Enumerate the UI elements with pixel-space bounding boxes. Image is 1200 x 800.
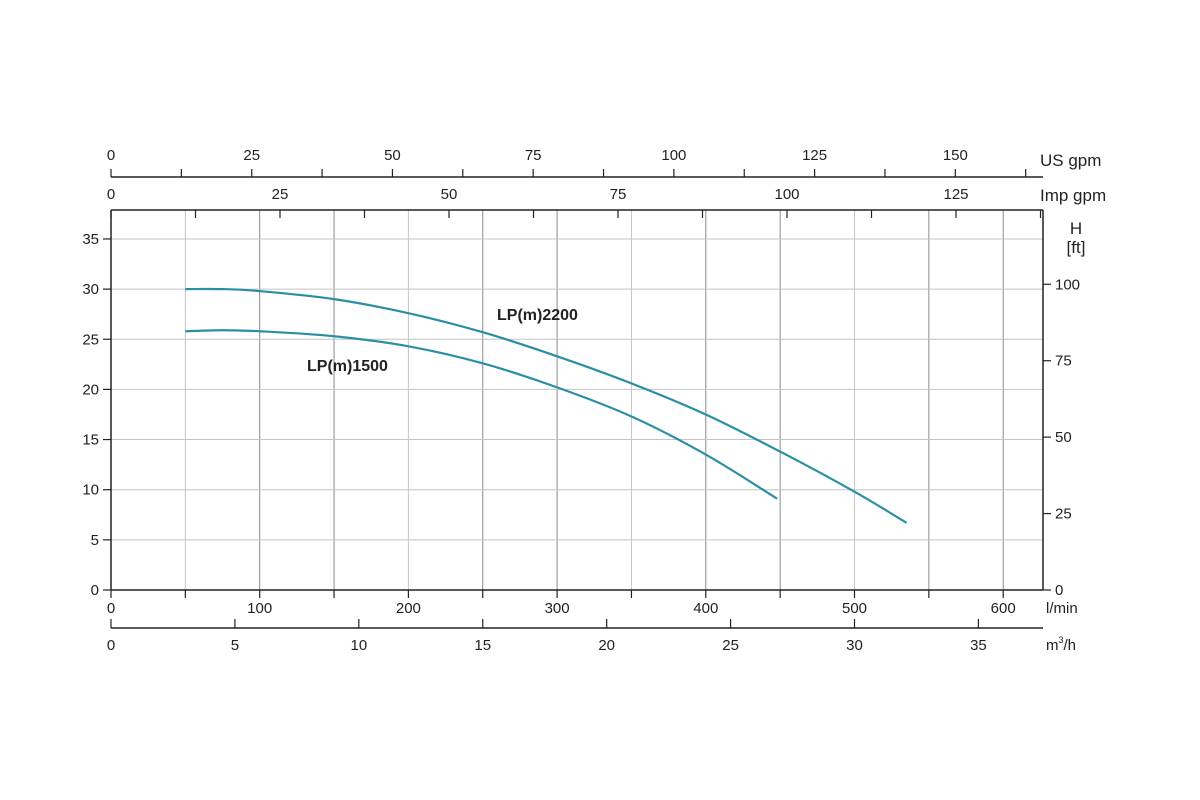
us-gpm-tick-label: 125 bbox=[802, 147, 827, 164]
imp-gpm-tick-label: 50 bbox=[441, 186, 458, 203]
y-tick-label: 20 bbox=[82, 381, 99, 398]
x-tick-label: 400 bbox=[693, 600, 718, 617]
y-tick-label: 30 bbox=[82, 281, 99, 298]
us-gpm-tick-label: 0 bbox=[107, 147, 115, 164]
m3h-tick-label: 30 bbox=[846, 637, 863, 654]
m3h-tick-label: 20 bbox=[598, 637, 615, 654]
y-tick-label: 5 bbox=[91, 532, 99, 549]
m3h-tick-label: 35 bbox=[970, 637, 987, 654]
imp-gpm-tick-label: 0 bbox=[107, 186, 115, 203]
us-gpm-tick-label: 150 bbox=[943, 147, 968, 164]
series-line-lpm1500 bbox=[185, 329, 778, 500]
us-gpm-tick-label: 50 bbox=[384, 147, 401, 164]
imp-gpm-tick-label: 75 bbox=[610, 186, 627, 203]
imp-gpm-tick-label: 125 bbox=[943, 186, 968, 203]
ft-tick-label: 0 bbox=[1055, 582, 1063, 599]
m3h-tick-label: 10 bbox=[350, 637, 367, 654]
y-tick-label: 15 bbox=[82, 432, 99, 449]
us-gpm-tick-label: 25 bbox=[243, 147, 260, 164]
ft-tick-label: 25 bbox=[1055, 506, 1072, 523]
m3h-tick-label: 5 bbox=[231, 637, 239, 654]
ft-tick-label: 50 bbox=[1055, 429, 1072, 446]
series-label-lpm2200: LP(m)2200 bbox=[497, 307, 578, 324]
x-axis-label: l/min bbox=[1046, 600, 1078, 617]
us-gpm-axis-label: US gpm bbox=[1040, 151, 1101, 170]
y-tick-label: 35 bbox=[82, 231, 99, 248]
m3h-tick-label: 15 bbox=[474, 637, 491, 654]
us-gpm-tick-label: 100 bbox=[661, 147, 686, 164]
ft-axis-label-unit: [ft] bbox=[1067, 238, 1086, 257]
us-gpm-tick-label: 75 bbox=[525, 147, 542, 164]
ft-tick-label: 100 bbox=[1055, 276, 1080, 293]
x-tick-label: 0 bbox=[107, 600, 115, 617]
series-line-lpm2200 bbox=[185, 287, 908, 524]
x-tick-label: 500 bbox=[842, 600, 867, 617]
x-tick-label: 600 bbox=[991, 600, 1016, 617]
y-tick-label: 10 bbox=[82, 482, 99, 499]
imp-gpm-axis-label: Imp gpm bbox=[1040, 186, 1106, 205]
x-tick-label: 200 bbox=[396, 600, 421, 617]
imp-gpm-tick-label: 100 bbox=[774, 186, 799, 203]
m3h-tick-label: 0 bbox=[107, 637, 115, 654]
x-tick-label: 300 bbox=[545, 600, 570, 617]
m3h-tick-label: 25 bbox=[722, 637, 739, 654]
x-tick-label: 100 bbox=[247, 600, 272, 617]
imp-gpm-tick-label: 25 bbox=[272, 186, 289, 203]
ft-axis-label-h: H bbox=[1070, 219, 1082, 238]
series-label-lpm1500: LP(m)1500 bbox=[307, 358, 388, 375]
m3h-axis-label: m3/h bbox=[1046, 635, 1076, 654]
y-tick-label: 25 bbox=[82, 331, 99, 348]
y-tick-label: 0 bbox=[91, 582, 99, 599]
ft-tick-label: 75 bbox=[1055, 353, 1072, 370]
